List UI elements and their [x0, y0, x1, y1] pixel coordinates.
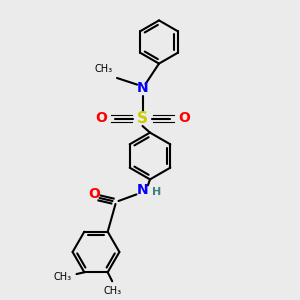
Text: N: N — [137, 183, 148, 197]
Text: CH₃: CH₃ — [53, 272, 71, 282]
Text: N: N — [137, 82, 148, 95]
Text: O: O — [88, 187, 101, 200]
Text: O: O — [95, 112, 107, 125]
Text: CH₃: CH₃ — [103, 286, 121, 296]
Text: CH₃: CH₃ — [95, 64, 113, 74]
Text: S: S — [137, 111, 148, 126]
Text: H: H — [152, 187, 161, 197]
Text: O: O — [178, 112, 190, 125]
